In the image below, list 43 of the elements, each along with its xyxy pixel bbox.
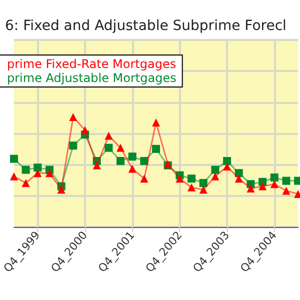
point <box>152 144 160 153</box>
point <box>282 186 290 195</box>
point <box>140 174 148 183</box>
point <box>270 180 278 188</box>
point <box>104 144 113 152</box>
point <box>199 179 208 187</box>
point <box>116 144 125 152</box>
point <box>69 113 78 121</box>
point <box>211 166 220 174</box>
point <box>57 186 66 194</box>
point <box>128 164 136 173</box>
point <box>22 179 30 187</box>
point <box>282 176 290 185</box>
point <box>116 157 125 165</box>
point <box>211 172 220 180</box>
point <box>34 164 42 172</box>
point <box>234 169 243 178</box>
point <box>270 174 278 182</box>
point <box>223 162 232 170</box>
point <box>246 184 255 192</box>
point <box>10 172 18 180</box>
point <box>22 166 30 174</box>
text: prime Adjustable Mortgages <box>7 71 176 85</box>
point <box>223 157 232 165</box>
point <box>128 152 136 161</box>
point <box>34 169 42 178</box>
point <box>104 132 113 140</box>
point <box>176 174 184 183</box>
point <box>199 186 208 194</box>
point <box>188 183 196 192</box>
point <box>10 154 18 163</box>
point <box>81 126 90 134</box>
chart-title: 6: Fixed and Adjustable Subprime Forecl <box>5 18 286 34</box>
point <box>152 118 160 126</box>
point <box>246 180 255 188</box>
point <box>258 182 267 190</box>
point <box>234 174 243 183</box>
point <box>45 169 54 178</box>
point <box>140 157 148 165</box>
point <box>188 174 196 183</box>
point <box>92 161 101 170</box>
point <box>69 142 78 150</box>
text: prime Fixed-Rate Mortgages <box>7 57 176 71</box>
